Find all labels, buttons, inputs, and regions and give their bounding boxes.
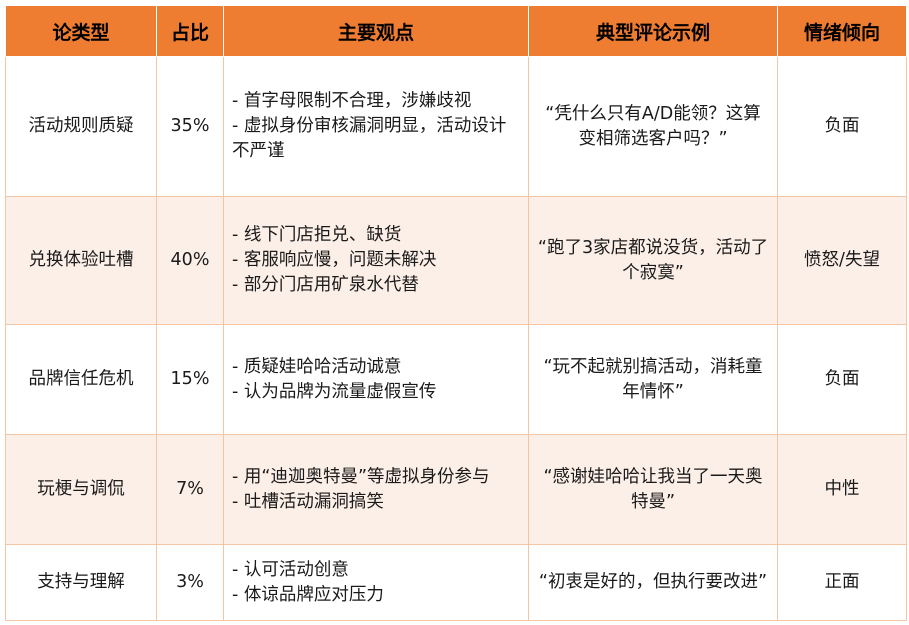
table-row: 支持与理解 3% - 认可活动创意 - 体谅品牌应对压力 “初衷是好的，但执行要…	[5, 544, 907, 621]
cell-ratio: 3%	[156, 544, 224, 621]
view-point: - 认为品牌为流量虚假宣传	[232, 381, 437, 402]
cell-ratio: 15%	[156, 324, 224, 435]
header-sentiment: 情绪倾向	[777, 5, 907, 57]
cell-type: 支持与理解	[5, 544, 157, 621]
view-point: - 认可活动创意	[232, 559, 349, 580]
table-row: 品牌信任危机 15% - 质疑娃哈哈活动诚意 - 认为品牌为流量虚假宣传 “玩不…	[5, 324, 907, 435]
example-text: “感谢娃哈哈让我当了一天奥特曼”	[543, 466, 763, 512]
cell-example: “感谢娃哈哈让我当了一天奥特曼”	[528, 434, 778, 545]
view-point: - 部分门店用矿泉水代替	[232, 275, 419, 295]
header-views: 主要观点	[223, 5, 529, 57]
cell-example: “凭什么只有A/D能领？这算变相筛选客户吗？”	[528, 56, 778, 197]
view-point: - 线下门店拒兑、缺货	[232, 225, 402, 245]
cell-type: 兑换体验吐槽	[5, 196, 157, 325]
example-text: “玩不起就别搞活动，消耗童年情怀”	[543, 356, 763, 402]
header-example: 典型评论示例	[528, 5, 778, 57]
view-point: - 质疑娃哈哈活动诚意	[232, 356, 402, 377]
cell-ratio: 35%	[156, 56, 224, 197]
cell-sentiment: 中性	[777, 434, 907, 545]
cell-views: - 首字母限制不合理，涉嫌歧视 - 虚拟身份审核漏洞明显，活动设计不严谨	[223, 56, 529, 197]
view-point: - 吐槽活动漏洞搞笑	[232, 491, 384, 512]
cell-views: - 用“迪迦奥特曼”等虚拟身份参与 - 吐槽活动漏洞搞笑	[223, 434, 529, 545]
cell-sentiment: 负面	[777, 324, 907, 435]
cell-type: 玩梗与调侃	[5, 434, 157, 545]
cell-type: 品牌信任危机	[5, 324, 157, 435]
view-point: - 首字母限制不合理，涉嫌歧视	[232, 91, 472, 111]
table-row: 活动规则质疑 35% - 首字母限制不合理，涉嫌歧视 - 虚拟身份审核漏洞明显，…	[5, 56, 907, 197]
cell-sentiment: 负面	[777, 56, 907, 197]
table-header-row: 论类型 占比 主要观点 典型评论示例 情绪倾向	[5, 5, 907, 57]
cell-ratio: 7%	[156, 434, 224, 545]
example-text: “初衷是好的，但执行要改进”	[538, 572, 768, 592]
example-text: “跑了3家店都说没货，活动了个寂寞”	[537, 237, 769, 283]
view-point: - 体谅品牌应对压力	[232, 584, 384, 605]
header-type: 论类型	[5, 5, 157, 57]
table-row: 兑换体验吐槽 40% - 线下门店拒兑、缺货 - 客服响应慢，问题未解决 - 部…	[5, 196, 907, 325]
view-point: - 客服响应慢，问题未解决	[232, 250, 437, 270]
cell-views: - 质疑娃哈哈活动诚意 - 认为品牌为流量虚假宣传	[223, 324, 529, 435]
cell-example: “玩不起就别搞活动，消耗童年情怀”	[528, 324, 778, 435]
header-ratio: 占比	[156, 5, 224, 57]
cell-views: - 认可活动创意 - 体谅品牌应对压力	[223, 544, 529, 621]
cell-example: “跑了3家店都说没货，活动了个寂寞”	[528, 196, 778, 325]
comment-analysis-table: 论类型 占比 主要观点 典型评论示例 情绪倾向 活动规则质疑 35% - 首字母…	[5, 5, 907, 621]
cell-type: 活动规则质疑	[5, 56, 157, 197]
example-text: “凭什么只有A/D能领？这算变相筛选客户吗？”	[545, 103, 761, 149]
view-point: - 虚拟身份审核漏洞明显，活动设计不严谨	[232, 116, 507, 161]
cell-views: - 线下门店拒兑、缺货 - 客服响应慢，问题未解决 - 部分门店用矿泉水代替	[223, 196, 529, 325]
cell-example: “初衷是好的，但执行要改进”	[528, 544, 778, 621]
table-row: 玩梗与调侃 7% - 用“迪迦奥特曼”等虚拟身份参与 - 吐槽活动漏洞搞笑 “感…	[5, 434, 907, 545]
cell-sentiment: 正面	[777, 544, 907, 621]
view-point: - 用“迪迦奥特曼”等虚拟身份参与	[232, 466, 490, 487]
cell-ratio: 40%	[156, 196, 224, 325]
cell-sentiment: 愤怒/失望	[777, 196, 907, 325]
